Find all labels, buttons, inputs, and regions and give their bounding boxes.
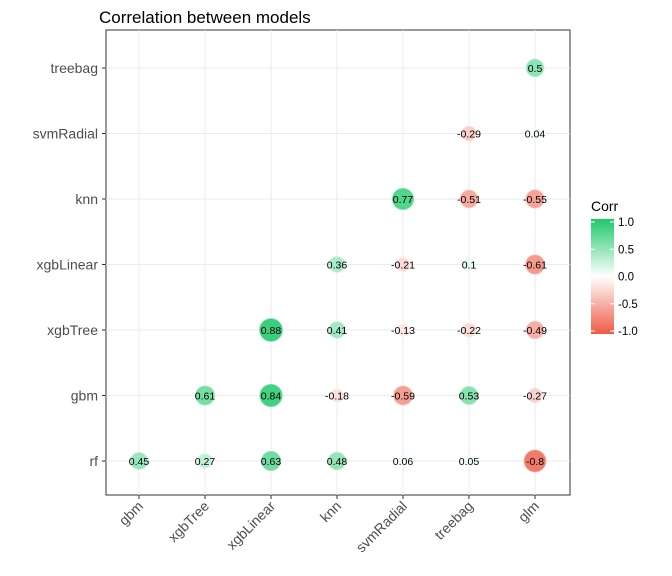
corr-circle-rf-knn: [327, 451, 347, 471]
x-axis: gbm xgbTree xgbLinear knn svmRadial treebag gl…: [116, 495, 542, 556]
legend-title: Corr: [591, 198, 619, 214]
corr-label-treebag-glm: 0.5: [528, 63, 543, 75]
corr-circle-svmRadial-glm: [528, 127, 542, 140]
corr-circle-gbm-xgbTree: [194, 385, 216, 406]
corr-circle-xgbLinear-svmRadial: [395, 257, 411, 272]
legend-tick-label: -1.0: [618, 326, 638, 338]
corr-label-xgbTree-glm: -0.49: [523, 325, 547, 337]
corr-circle-rf-xgbLinear: [260, 450, 282, 472]
y-tick-label-treebag: treebag: [51, 60, 98, 76]
corr-label-knn-glm: -0.55: [523, 194, 547, 206]
corr-circle-xgbTree-glm: [525, 320, 545, 340]
y-tick-label-xgbTree: xgbTree: [47, 322, 98, 338]
corr-circle-treebag-glm: [525, 58, 545, 78]
corr-circle-xgbTree-xgbLinear: [259, 318, 283, 342]
corr-label-knn-svmRadial: 0.77: [393, 194, 414, 206]
x-tick-label-xgbTree: xgbTree: [165, 498, 212, 545]
corr-label-gbm-svmRadial: -0.59: [391, 390, 415, 402]
corr-circle-gbm-xgbLinear: [259, 383, 283, 408]
y-tick-label-gbm: gbm: [71, 388, 98, 404]
corr-label-rf-glm: -0.8: [526, 456, 544, 468]
corr-label-gbm-treebag: 0.53: [459, 390, 480, 402]
corr-label-xgbTree-knn: 0.41: [327, 325, 348, 337]
y-tick-label-svmRadial: svmRadial: [33, 126, 98, 142]
legend-tick-label: -0.5: [618, 299, 638, 311]
corr-label-xgbLinear-svmRadial: -0.21: [391, 259, 415, 271]
corr-label-gbm-knn: -0.18: [325, 390, 349, 402]
corr-circle-rf-treebag: [462, 454, 476, 468]
y-tick-label-knn: knn: [75, 191, 98, 207]
corr-label-gbm-glm: -0.27: [523, 390, 547, 402]
corr-circle-rf-svmRadial: [396, 454, 410, 468]
corr-label-rf-gbm: 0.45: [129, 456, 150, 468]
corr-label-xgbTree-treebag: -0.22: [457, 325, 481, 337]
legend-ticks: 1.0 0.5 0.0 -0.5 -1.0: [591, 217, 638, 338]
legend-tick-label: 1.0: [618, 217, 634, 229]
corr-label-svmRadial-glm: 0.04: [525, 128, 546, 140]
corr-label-xgbLinear-treebag: 0.1: [462, 259, 477, 271]
legend: Corr 1.0 0.5 0.0 -0.5 -1.0: [591, 198, 638, 338]
corr-circle-knn-treebag: [459, 189, 479, 209]
corr-circle-xgbTree-svmRadial: [396, 323, 410, 337]
x-tick-label-gbm: gbm: [116, 498, 147, 529]
x-tick-label-treebag: treebag: [431, 498, 476, 543]
y-axis: rf gbm xgbTree xgbLinear knn svmRadial treebag: [33, 60, 106, 469]
x-tick-label-svmRadial: svmRadial: [353, 498, 411, 556]
x-tick-label-xgbLinear: xgbLinear: [223, 498, 278, 553]
corr-label-rf-treebag: 0.05: [459, 456, 480, 468]
corr-label-knn-treebag: -0.51: [457, 194, 481, 206]
y-tick-label-rf: rf: [89, 453, 98, 469]
corr-circle-xgbLinear-glm: [524, 254, 546, 275]
corr-circle-gbm-glm: [527, 387, 543, 404]
corr-circle-xgbLinear-knn: [328, 256, 346, 273]
corr-circle-xgbTree-treebag: [461, 322, 477, 338]
correlation-cells: 0.45 0.27 0.63 0.48 0.06 0.05 -0.8 0.61 0.84 -0.1…: [129, 58, 547, 473]
corr-label-xgbTree-svmRadial: -0.13: [391, 325, 415, 337]
corr-circle-svmRadial-treebag: [461, 125, 477, 142]
x-tick-label-knn: knn: [317, 498, 344, 525]
corr-circle-knn-svmRadial: [391, 187, 415, 211]
chart-title: Correlation between models: [99, 8, 311, 27]
corr-label-xgbLinear-knn: 0.36: [327, 259, 348, 271]
corr-circle-gbm-treebag: [459, 386, 479, 405]
corr-circle-gbm-knn: [329, 388, 345, 403]
corr-circle-gbm-svmRadial: [393, 385, 413, 406]
legend-tick-label: 0.0: [618, 272, 634, 284]
corr-circle-rf-glm: [523, 449, 547, 473]
corr-label-rf-xgbLinear: 0.63: [261, 456, 282, 468]
corr-label-gbm-xgbLinear: 0.84: [261, 390, 282, 402]
y-tick-label-xgbLinear: xgbLinear: [37, 257, 99, 273]
corr-label-xgbTree-xgbLinear: 0.88: [261, 325, 282, 337]
corr-label-rf-knn: 0.48: [327, 456, 348, 468]
corr-circle-rf-xgbTree: [197, 453, 213, 469]
corr-label-rf-xgbTree: 0.27: [195, 456, 216, 468]
x-tick-label-glm: glm: [515, 498, 542, 525]
legend-tick-label: 0.5: [618, 244, 634, 256]
corr-label-xgbLinear-glm: -0.61: [523, 259, 547, 271]
corr-label-svmRadial-treebag: -0.29: [457, 128, 481, 140]
corr-circle-rf-gbm: [130, 452, 148, 470]
corr-label-gbm-xgbTree: 0.61: [195, 390, 216, 402]
corr-circle-xgbTree-knn: [328, 321, 346, 339]
corr-circle-knn-glm: [525, 189, 545, 209]
legend-colorbar: [591, 219, 614, 334]
corr-label-rf-svmRadial: 0.06: [393, 456, 414, 468]
corr-circle-xgbLinear-treebag: [462, 258, 476, 271]
